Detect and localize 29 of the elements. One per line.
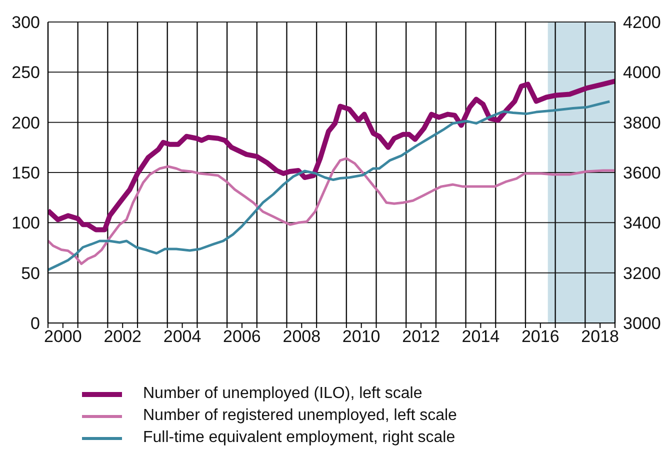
y2-tick-label: 3400 — [623, 214, 661, 233]
x-tick-label: 2014 — [462, 327, 500, 346]
line-series — [48, 100, 611, 272]
x-tick-label: 2010 — [342, 327, 380, 346]
line-series — [48, 157, 615, 266]
x-tick-label: 2006 — [223, 327, 261, 346]
x-tick-label: 2002 — [104, 327, 142, 346]
x-tick-label: 2018 — [581, 327, 619, 346]
x-tick-label: 2012 — [402, 327, 440, 346]
y2-tick-label: 3200 — [623, 264, 661, 283]
x-tick-label: 2000 — [44, 327, 82, 346]
legend-label: Number of unemployed (ILO), left scale — [143, 384, 422, 404]
y-tick-label: 50 — [21, 264, 40, 283]
y2-tick-label: 3000 — [623, 314, 661, 334]
y2-tick-label: 3800 — [623, 113, 661, 132]
y2-tick-label: 3600 — [623, 164, 661, 183]
x-tick-label: 2008 — [282, 327, 321, 346]
y-tick-label: 150 — [12, 164, 40, 183]
y2-tick-label: 4000 — [623, 63, 661, 82]
y2-tick-label: 4200 — [623, 13, 661, 32]
y-tick-label: 250 — [12, 63, 40, 82]
y-tick-label: 300 — [12, 13, 40, 32]
y-tick-label: 100 — [12, 214, 40, 233]
x-tick-label: 2004 — [163, 327, 202, 346]
y-tick-label: 200 — [12, 113, 40, 132]
y-tick-label: 0 — [30, 314, 40, 334]
legend-label: Number of registered unemployed, left scale — [143, 406, 457, 426]
x-tick-label: 2016 — [521, 327, 560, 346]
legend-label: Full-time equivalent employment, right scale — [143, 428, 456, 448]
